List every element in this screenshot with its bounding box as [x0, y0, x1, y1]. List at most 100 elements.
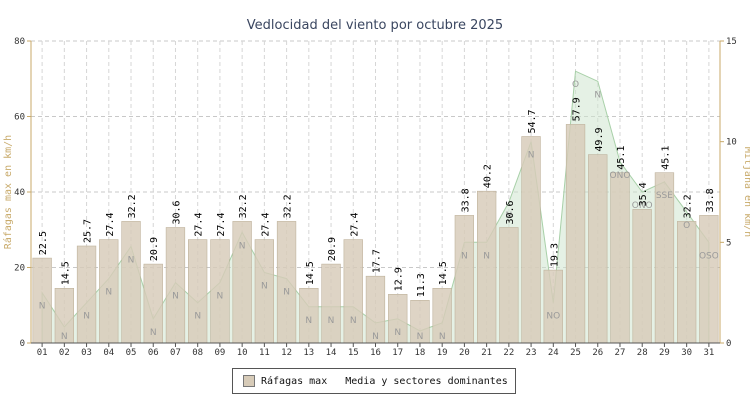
sector-label: N	[417, 332, 424, 342]
sector-label: N	[239, 241, 246, 251]
bar-value-label: 20.9	[149, 237, 160, 261]
bar	[543, 269, 563, 344]
bar	[188, 239, 208, 344]
legend-label-mean: Media y sectores dominantes	[345, 375, 508, 387]
bar	[276, 221, 297, 344]
bar-value-label: 14.5	[60, 261, 71, 285]
x-tick-label: 18	[415, 348, 426, 358]
bar-value-label: 45.1	[616, 146, 627, 170]
sector-label: OSO	[699, 251, 719, 261]
x-tick-label: 23	[526, 348, 537, 358]
x-tick-label: 14	[326, 348, 337, 358]
x-tick-label: 30	[681, 348, 692, 358]
bar-value-label: 14.5	[305, 261, 316, 285]
sector-label: ONO	[632, 201, 653, 211]
bar	[565, 124, 586, 344]
y-axis-left-title: Ráfagas max en km/h	[2, 135, 14, 249]
sector-label: N	[594, 90, 601, 100]
x-tick-label: 27	[615, 348, 626, 358]
bar-value-label: 32.2	[683, 194, 694, 218]
mean-speed-area	[41, 70, 710, 344]
bar	[676, 221, 697, 344]
x-tick-label: 15	[348, 348, 359, 358]
bar-value-label: 54.7	[527, 109, 538, 133]
bar-value-label: 14.5	[438, 261, 449, 285]
bar-value-label: 40.2	[483, 164, 494, 188]
x-tick-label: 08	[192, 348, 203, 358]
x-tick-label: 07	[170, 348, 181, 358]
bar-value-label: 25.7	[83, 219, 94, 243]
bar-value-label: 17.7	[372, 249, 383, 273]
x-tick-label: 06	[148, 348, 159, 358]
sector-label: N	[283, 288, 290, 298]
x-tick-label: 02	[59, 348, 70, 358]
bar-value-labels: 22.5 14.5 25.7 27.4 32.2 20.9 30.6 27.4 27.4 32.2…	[38, 97, 716, 297]
legend-label-gusts: Ráfagas max	[261, 375, 328, 387]
sector-label: N	[305, 316, 312, 326]
x-tick-label: 04	[103, 348, 114, 358]
x-tick-label: 01	[37, 348, 48, 358]
bar-value-label: 20.9	[327, 237, 338, 261]
sector-label: N	[83, 312, 90, 322]
x-tick-label: 31	[703, 348, 714, 358]
sector-label: N	[61, 332, 68, 342]
sector-label: N	[172, 292, 179, 302]
sector-label: N	[39, 302, 46, 312]
y-tick-label-left: 40	[14, 188, 25, 198]
x-tick-label: 10	[237, 348, 248, 358]
y-tick-label-right: 10	[726, 138, 737, 148]
bar-value-label: 19.3	[549, 243, 560, 267]
sector-label: N	[105, 288, 112, 298]
bar-value-label: 45.1	[660, 146, 671, 170]
x-tick-label: 20	[459, 348, 470, 358]
x-tick-label: 29	[659, 348, 670, 358]
x-tick-label: 28	[637, 348, 648, 358]
bar-value-label: 49.9	[594, 128, 605, 152]
sector-label: N	[461, 251, 468, 261]
y-tick-label-right: 15	[726, 37, 737, 47]
x-tick-label: 12	[281, 348, 292, 358]
x-tick-label: 19	[437, 348, 448, 358]
bar-value-label: 27.4	[105, 213, 116, 237]
bar-value-label: 30.6	[505, 200, 516, 224]
sector-label: NO	[546, 312, 560, 322]
bar	[632, 209, 652, 344]
bar-value-label: 11.3	[416, 273, 427, 297]
x-tick-label: 11	[259, 348, 270, 358]
x-tick-label: 26	[592, 348, 603, 358]
bar	[321, 263, 341, 344]
sector-label: ONO	[610, 171, 631, 181]
x-tick-label: 16	[370, 348, 381, 358]
x-tick-label: 05	[126, 348, 137, 358]
x-tick-label: 22	[503, 348, 514, 358]
bar-value-label: 35.4	[638, 182, 649, 206]
bar-value-label: 27.4	[194, 213, 205, 237]
sector-label: N	[328, 316, 335, 326]
bar	[121, 221, 141, 344]
bar	[76, 245, 97, 344]
y-tick-label-left: 60	[14, 113, 25, 123]
legend-swatch-gusts	[243, 375, 255, 387]
x-tick-label: 25	[570, 348, 581, 358]
bar	[454, 215, 475, 344]
sector-label: O	[572, 80, 579, 90]
bar	[476, 190, 497, 344]
bar	[610, 172, 630, 344]
bar-value-label: 27.4	[349, 213, 360, 237]
sector-label: N	[217, 292, 224, 302]
sector-label: N	[439, 332, 446, 342]
chart-title: Vedlocidad del viento por octubre 2025	[247, 18, 503, 33]
x-tick-label: 03	[81, 348, 92, 358]
sector-label: N	[261, 282, 268, 292]
bar	[521, 136, 541, 344]
bar-value-label: 57.9	[572, 97, 583, 121]
bar	[499, 227, 519, 344]
bar	[165, 227, 186, 344]
bar-value-label: 30.6	[172, 200, 183, 224]
x-tick-label: 21	[481, 348, 492, 358]
sector-label: N	[394, 328, 401, 338]
sector-label: N	[483, 251, 490, 261]
